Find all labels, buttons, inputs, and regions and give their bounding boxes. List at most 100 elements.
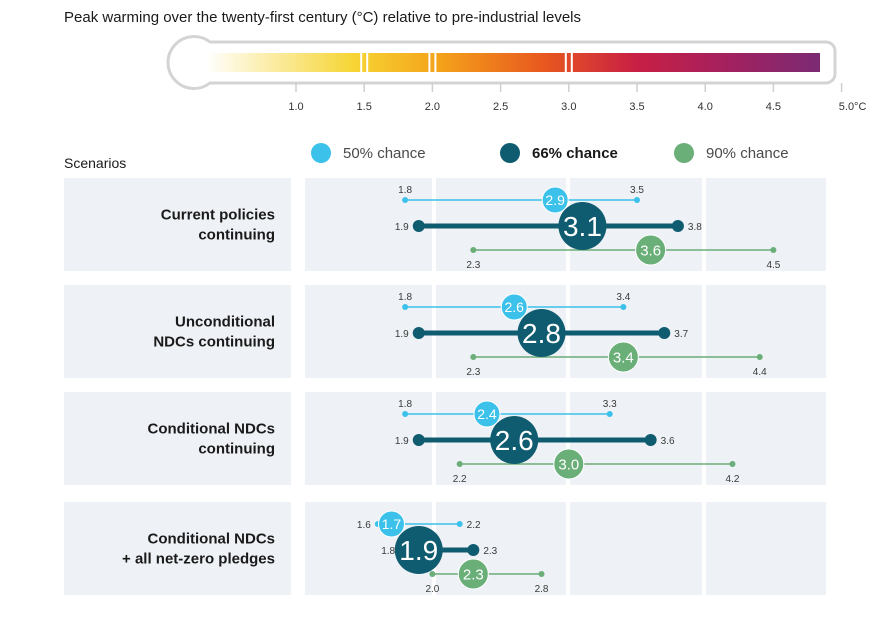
central-value: 2.4 [477, 406, 497, 422]
thermometer-scale [166, 35, 837, 90]
range-p66: 1.8 2.3 1.9 [381, 526, 498, 574]
scale-tick-label: 4.0 [698, 101, 713, 113]
central-bubble [607, 341, 639, 373]
range-low-label: 2.2 [453, 474, 467, 485]
range-low-label: 1.8 [398, 185, 412, 196]
scenario-label: + all net-zero pledges [122, 551, 275, 568]
scenario-row: Conditional NDCs continuing 1.8 3.3 2.4 2.2 4.… [64, 392, 826, 485]
grid-panel [706, 178, 826, 271]
range-low-label: 1.8 [398, 292, 412, 303]
range-high-dot [538, 571, 545, 577]
central-value: 3.4 [613, 349, 634, 366]
range-high-label: 3.7 [674, 329, 688, 340]
range-high-label: 3.4 [616, 292, 630, 303]
scenario-label-panel [64, 502, 291, 595]
range-high-label: 3.6 [661, 436, 675, 447]
scenario-label: Conditional NDCs [148, 421, 276, 438]
scenario-row: Unconditional NDCs continuing 1.8 3.4 2.6 2.3… [64, 285, 826, 378]
range-low-label: 1.9 [395, 222, 409, 233]
range-high-label: 4.4 [753, 367, 767, 378]
range-low-label: 1.6 [357, 520, 371, 531]
range-high-dot [456, 521, 463, 527]
scenario-label: Unconditional [175, 314, 275, 331]
scale-tick-label: 2.5 [493, 101, 508, 113]
scenario-row: Current policies continuing 1.8 3.5 2.9 2.3 4.… [64, 178, 826, 271]
range-high-dot [644, 434, 657, 446]
scenario-label: continuing [198, 441, 275, 458]
range-low-dot [402, 411, 409, 417]
range-low-dot [402, 197, 409, 203]
central-value: 3.0 [558, 456, 579, 473]
range-low-dot [402, 304, 409, 310]
range-low-dot [470, 354, 477, 360]
scenarios-header: Scenarios [64, 155, 126, 171]
range-low-dot [412, 434, 425, 446]
central-value: 3.6 [640, 242, 661, 259]
legend-swatch [311, 143, 331, 163]
range-high-dot [620, 304, 627, 310]
scale-tick-label: 4.5 [766, 101, 781, 113]
range-p66: 1.9 3.8 3.1 [395, 202, 702, 250]
legend-swatch [500, 143, 520, 163]
scenario-label-panel [64, 178, 291, 271]
scenario-label-panel [64, 285, 291, 378]
scale-tick-label: 5.0°C [839, 101, 867, 113]
central-bubble [394, 526, 443, 574]
range-high-dot [671, 220, 684, 232]
central-value: 2.6 [505, 299, 525, 315]
range-high-dot [770, 247, 777, 253]
central-bubble [541, 186, 569, 214]
central-value: 2.6 [495, 425, 534, 456]
legend-label: 66% chance [532, 145, 618, 162]
range-high-label: 3.8 [688, 222, 702, 233]
range-low-dot [412, 327, 425, 339]
scale-tick-labels: 1.0 1.5 2.0 2.5 3.0 3.5 4.0 4.5 5.0°C [288, 83, 866, 113]
central-bubble [553, 448, 585, 480]
central-value: 2.3 [463, 566, 484, 583]
range-low-label: 1.9 [395, 329, 409, 340]
scenario-label: continuing [198, 227, 275, 244]
range-p90: 2.0 2.8 2.3 [425, 558, 549, 595]
scale-tick-label: 1.5 [357, 101, 372, 113]
range-high-dot [756, 354, 763, 360]
range-p90: 2.2 4.2 3.0 [453, 448, 740, 485]
range-high-label: 3.5 [630, 185, 644, 196]
scenario-label: Current policies [161, 207, 275, 224]
scale-tick-label: 3.5 [629, 101, 644, 113]
scenario-row: Conditional NDCs + all net-zero pledges 1.… [64, 502, 826, 595]
range-p90: 2.3 4.5 3.6 [466, 234, 781, 271]
range-high-label: 4.2 [726, 474, 740, 485]
grid-panel [706, 502, 826, 595]
legend: 50% chance 66% chance 90% chance [311, 143, 789, 163]
range-p66: 1.9 3.7 2.8 [395, 309, 689, 357]
central-bubble [558, 202, 607, 250]
range-low-label: 2.3 [466, 367, 480, 378]
legend-swatch [674, 143, 694, 163]
grid-panel [570, 502, 702, 595]
scenario-label: Conditional NDCs [148, 531, 276, 548]
range-high-dot [467, 544, 480, 556]
legend-label: 90% chance [706, 145, 789, 162]
central-value: 3.1 [563, 211, 602, 242]
scenario-rows: Current policies continuing 1.8 3.5 2.9 2.3 4.… [64, 178, 826, 595]
range-low-dot [456, 461, 463, 467]
central-bubble [457, 558, 489, 590]
grid-panel [706, 392, 826, 485]
scenario-label-panel [64, 392, 291, 485]
range-high-label: 3.3 [603, 399, 617, 410]
central-bubble [377, 510, 405, 538]
range-p50: 1.6 2.2 1.7 [357, 510, 481, 538]
range-low-label: 2.0 [425, 584, 439, 595]
range-p50: 1.8 3.5 2.9 [398, 185, 644, 214]
scale-tick-label: 1.0 [288, 101, 303, 113]
range-high-label: 2.8 [535, 584, 549, 595]
central-value: 1.7 [382, 516, 402, 532]
range-p50: 1.8 3.4 2.6 [398, 292, 631, 321]
scenario-label: NDCs continuing [153, 334, 275, 351]
grid-panel [305, 392, 432, 485]
range-high-dot [634, 197, 640, 203]
central-value: 1.9 [399, 535, 438, 566]
central-value: 2.9 [545, 192, 565, 208]
range-low-label: 1.8 [398, 399, 412, 410]
